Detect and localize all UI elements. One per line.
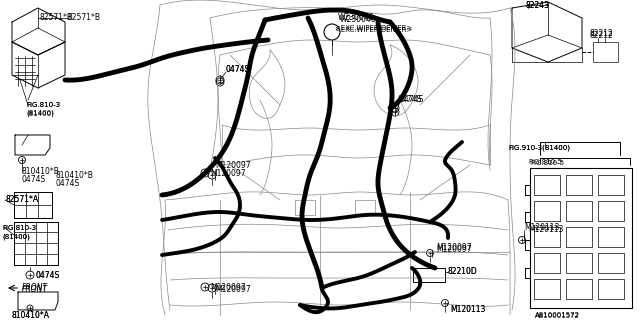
Text: FIG.910-3(81400): FIG.910-3(81400) [508, 145, 570, 151]
Text: M120113: M120113 [524, 223, 559, 233]
Text: 0474S: 0474S [398, 95, 422, 105]
Text: 82243: 82243 [525, 1, 549, 10]
Text: FIG.810-3: FIG.810-3 [26, 102, 60, 108]
Text: 82571*B: 82571*B [40, 13, 73, 22]
Text: FIG.810-5: FIG.810-5 [530, 160, 564, 166]
Text: W230046: W230046 [338, 13, 374, 22]
Bar [598, 279, 624, 299]
Text: 82571*B: 82571*B [68, 13, 101, 22]
Text: <EXC.WIPER DEICER>: <EXC.WIPER DEICER> [335, 25, 412, 31]
Bar [598, 253, 624, 273]
Text: 82571*A: 82571*A [5, 196, 38, 204]
Text: 810410*B: 810410*B [55, 171, 93, 180]
Text: M120097: M120097 [436, 244, 472, 252]
Text: 82210D: 82210D [448, 268, 477, 276]
Text: A810001572: A810001572 [535, 312, 580, 318]
Text: 82571*A: 82571*A [5, 196, 38, 204]
Text: (81400): (81400) [26, 111, 54, 117]
Bar [534, 253, 560, 273]
Bar [598, 227, 624, 247]
Text: 810410*A: 810410*A [12, 311, 50, 320]
Text: W230046: W230046 [340, 15, 376, 25]
Text: 0474S: 0474S [36, 271, 60, 281]
Text: FIG.810-3: FIG.810-3 [26, 102, 60, 108]
Bar [566, 279, 592, 299]
Text: M120097: M120097 [436, 245, 472, 254]
Text: FIG.810-3: FIG.810-3 [2, 225, 36, 231]
Text: 82210D: 82210D [448, 268, 477, 276]
Text: M120113: M120113 [450, 306, 485, 315]
Text: FIG.910-3(81400): FIG.910-3(81400) [508, 145, 570, 151]
Text: M120097: M120097 [210, 283, 246, 292]
Bar [534, 227, 560, 247]
Bar [598, 201, 624, 221]
Text: M120097: M120097 [210, 169, 246, 178]
Text: 0474S: 0474S [226, 66, 250, 75]
Text: M120113: M120113 [450, 306, 485, 315]
Text: M120097: M120097 [215, 285, 251, 294]
Text: 0474S: 0474S [36, 270, 60, 279]
Text: M120097: M120097 [215, 161, 251, 170]
Text: FIG.810-3: FIG.810-3 [2, 225, 36, 231]
Bar [566, 175, 592, 195]
Text: FIG.810-5: FIG.810-5 [528, 159, 562, 165]
Text: M120113: M120113 [528, 226, 563, 235]
Text: (81400): (81400) [2, 234, 30, 240]
Text: 82212: 82212 [590, 29, 614, 38]
Text: 82212: 82212 [590, 30, 614, 39]
Bar [534, 175, 560, 195]
Bar [566, 201, 592, 221]
Text: 0474S: 0474S [400, 95, 424, 105]
Text: A810001572: A810001572 [535, 313, 580, 319]
Bar [534, 201, 560, 221]
Text: FRONT: FRONT [22, 285, 48, 294]
Text: 82243: 82243 [525, 1, 549, 10]
Text: 0474S: 0474S [55, 179, 79, 188]
Text: (81400): (81400) [2, 234, 30, 240]
Text: 810410*B: 810410*B [22, 167, 60, 177]
Text: FRONT: FRONT [22, 284, 48, 292]
Bar [534, 279, 560, 299]
Bar [566, 253, 592, 273]
Text: 0474S: 0474S [22, 175, 46, 185]
Bar [566, 227, 592, 247]
Text: <EXC.WIPER DEICER>: <EXC.WIPER DEICER> [335, 27, 412, 33]
Bar [598, 175, 624, 195]
Text: 0474S: 0474S [226, 66, 250, 75]
Text: 810410*A: 810410*A [12, 310, 50, 319]
Text: (81400): (81400) [26, 110, 54, 116]
